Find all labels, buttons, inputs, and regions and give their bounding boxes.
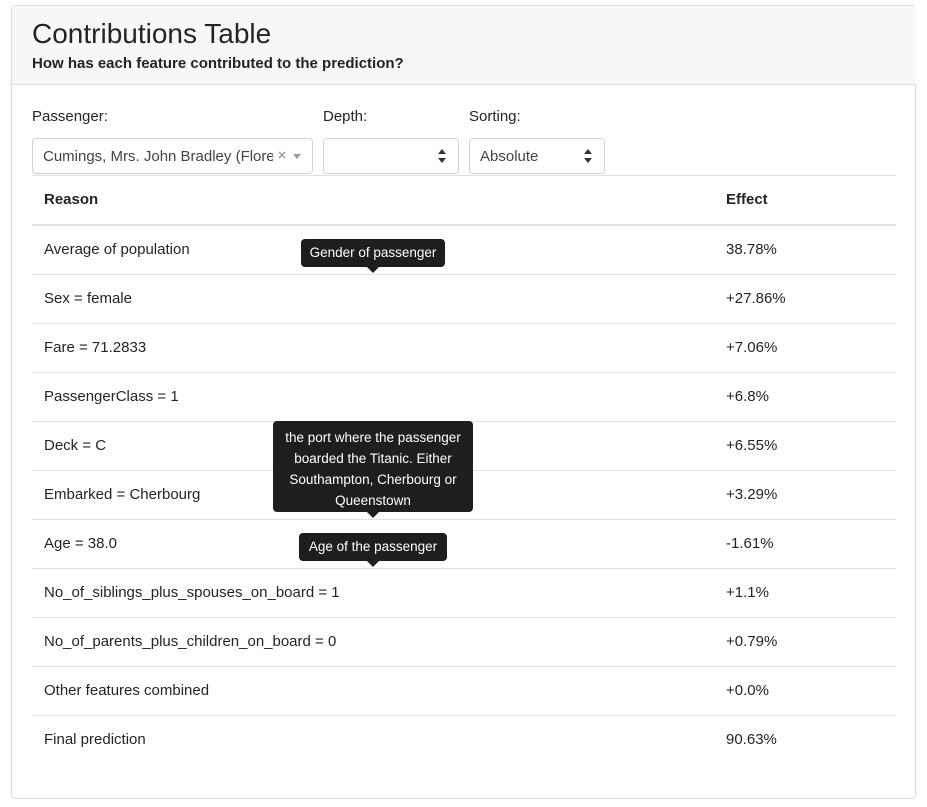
passenger-select[interactable]: Cumings, Mrs. John Bradley (Flore… xyxy=(32,138,313,174)
depth-label: Depth: xyxy=(323,108,368,125)
row-line xyxy=(32,568,896,569)
row-line xyxy=(32,617,896,618)
sorting-select[interactable]: Absolute xyxy=(469,138,605,174)
table-top-line xyxy=(32,175,896,176)
row-line xyxy=(32,274,896,275)
table-cell: +1.1% xyxy=(726,584,769,601)
tooltip: the port where the passenger boarded the… xyxy=(273,421,473,518)
table-cell: PassengerClass = 1 xyxy=(44,388,179,405)
select-value: Cumings, Mrs. John Bradley (Flore… xyxy=(43,148,290,165)
table-cell: 38.78% xyxy=(726,241,777,258)
table-cell: +7.06% xyxy=(726,339,778,356)
table-cell: Age = 38.0 xyxy=(44,535,117,552)
table-cell: Other features combined xyxy=(44,682,210,699)
card xyxy=(11,5,916,799)
table-cell: Fare = 71.2833 xyxy=(44,339,147,356)
table-header-line xyxy=(32,224,896,226)
table-cell: Final prediction xyxy=(44,731,146,748)
table-cell: 90.63% xyxy=(726,731,777,748)
subtitle: How has each feature contributed to the … xyxy=(32,55,404,72)
table-cell: Sex = female xyxy=(44,290,132,307)
table-cell: +0.0% xyxy=(726,682,769,699)
title: Contributions Table xyxy=(32,18,272,49)
table-cell: +3.29% xyxy=(726,486,778,503)
table-cell: +0.79% xyxy=(726,633,778,650)
table-cell: Deck = C xyxy=(44,437,107,454)
table-cell: Average of population xyxy=(44,241,190,258)
tooltip: Gender of passenger xyxy=(301,239,445,273)
select-caret xyxy=(584,149,592,163)
row-line xyxy=(32,715,896,716)
table-cell: +6.8% xyxy=(726,388,769,405)
table-header-cell: Reason xyxy=(44,191,99,208)
table-cell: No_of_parents_plus_children_on_board = 0 xyxy=(44,633,337,650)
select-icons xyxy=(273,139,312,173)
select-value: Absolute xyxy=(480,148,539,165)
table-cell: No_of_siblings_plus_spouses_on_board = 1 xyxy=(44,584,340,601)
row-line xyxy=(32,323,896,324)
table-cell: +27.86% xyxy=(726,290,786,307)
table-cell: Embarked = Cherbourg xyxy=(44,486,201,503)
row-line xyxy=(32,666,896,667)
row-line xyxy=(32,372,896,373)
table-cell: +6.55% xyxy=(726,437,778,454)
sorting-label: Sorting: xyxy=(469,108,521,125)
depth-select[interactable] xyxy=(323,138,459,174)
row-line xyxy=(32,519,896,520)
card-header xyxy=(12,6,916,85)
passenger-label: Passenger: xyxy=(32,108,108,125)
table-header-cell: Effect xyxy=(726,191,768,208)
tooltip: Age of the passenger xyxy=(299,533,447,567)
select-caret xyxy=(438,149,446,163)
table-cell: -1.61% xyxy=(726,535,774,552)
